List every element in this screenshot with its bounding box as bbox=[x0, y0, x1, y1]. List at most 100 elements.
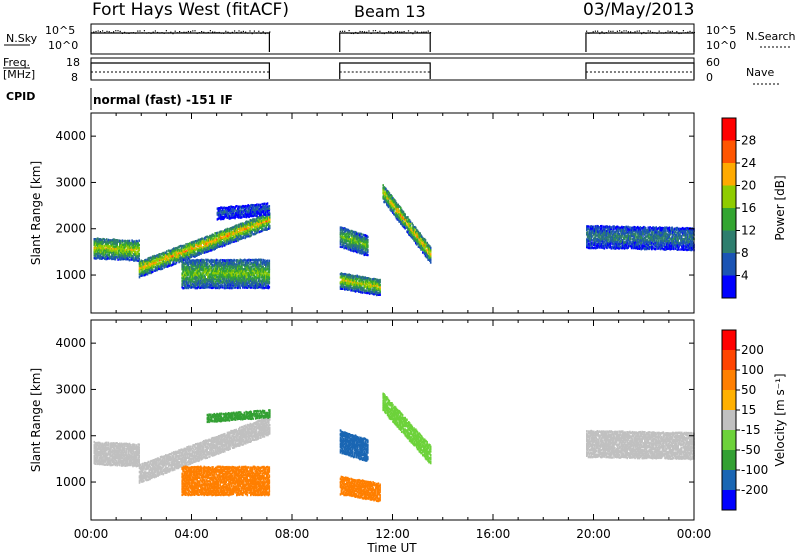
range-gate-cell bbox=[255, 210, 257, 213]
range-gate-cell bbox=[268, 217, 270, 220]
range-gate-cell bbox=[366, 291, 368, 295]
range-gate-cell bbox=[621, 235, 623, 239]
range-gate-cell bbox=[187, 280, 190, 284]
range-gate-cell bbox=[220, 273, 222, 276]
range-gate-cell bbox=[261, 227, 264, 231]
range-gate-cell bbox=[247, 209, 249, 212]
range-gate-cell bbox=[627, 233, 629, 236]
range-gate-cell bbox=[425, 250, 428, 254]
range-gate-cell bbox=[238, 232, 240, 235]
range-gate-cell bbox=[350, 276, 352, 280]
range-gate-cell bbox=[610, 226, 613, 229]
range-gate-cell bbox=[630, 226, 633, 230]
range-gate-cell bbox=[366, 282, 368, 286]
range-gate-cell bbox=[227, 258, 229, 262]
range-gate-cell bbox=[345, 246, 347, 249]
range-gate-cell bbox=[188, 257, 190, 260]
range-gate-cell bbox=[232, 239, 235, 242]
range-gate-cell bbox=[243, 277, 246, 281]
range-gate-cell bbox=[148, 268, 150, 271]
range-gate-cell bbox=[345, 240, 347, 243]
range-gate-cell bbox=[397, 203, 399, 206]
range-gate-cell bbox=[157, 258, 159, 262]
range-gate-cell bbox=[402, 210, 405, 214]
range-gate-cell bbox=[183, 278, 185, 281]
range-gate-cell bbox=[251, 282, 254, 285]
range-gate-cell bbox=[354, 290, 357, 293]
range-gate-cell bbox=[236, 269, 238, 272]
range-gate-cell bbox=[192, 245, 194, 248]
range-gate-cell bbox=[209, 240, 211, 243]
range-gate-cell bbox=[360, 233, 363, 236]
range-gate-cell bbox=[195, 277, 198, 280]
range-gate-cell bbox=[350, 287, 352, 290]
range-gate-cell bbox=[104, 240, 107, 244]
range-gate-cell bbox=[165, 263, 167, 266]
nsearch-point bbox=[165, 30, 167, 32]
range-gate-cell bbox=[98, 255, 101, 258]
range-gate-cell bbox=[415, 240, 418, 244]
range-gate-cell bbox=[600, 225, 602, 228]
range-gate-cell bbox=[187, 265, 190, 269]
range-gate-cell bbox=[616, 229, 619, 233]
range-gate-cell bbox=[230, 277, 233, 280]
range-gate-cell bbox=[134, 253, 137, 256]
range-gate-cell bbox=[152, 255, 155, 258]
range-gate-cell bbox=[363, 243, 366, 246]
range-gate-cell bbox=[218, 265, 220, 268]
range-gate-cell bbox=[192, 240, 194, 244]
range-gate-cell bbox=[97, 252, 99, 255]
range-gate-cell bbox=[422, 243, 425, 247]
range-gate-cell bbox=[632, 233, 635, 236]
range-gate-cell bbox=[234, 206, 236, 209]
range-gate-cell bbox=[138, 252, 140, 256]
range-gate-cell bbox=[191, 253, 194, 257]
range-gate-cell bbox=[267, 222, 269, 225]
range-gate-cell bbox=[363, 276, 366, 280]
range-gate-cell bbox=[602, 246, 605, 250]
range-gate-cell bbox=[224, 261, 227, 264]
range-gate-cell bbox=[207, 269, 210, 273]
range-gate-cell bbox=[206, 278, 208, 281]
range-gate-cell bbox=[195, 248, 197, 251]
range-gate-cell bbox=[220, 213, 222, 217]
range-gate-cell bbox=[361, 246, 364, 249]
range-gate-cell bbox=[225, 286, 227, 290]
range-gate-cell bbox=[405, 218, 407, 221]
range-gate-cell bbox=[617, 236, 620, 240]
freq-tick-top: 18 bbox=[66, 56, 80, 69]
range-gate-cell bbox=[593, 239, 595, 242]
range-gate-cell bbox=[195, 241, 198, 245]
range-gate-cell bbox=[97, 247, 99, 251]
range-gate-cell bbox=[349, 278, 351, 281]
range-gate-cell bbox=[595, 231, 598, 234]
range-gate-cell bbox=[243, 279, 245, 283]
range-gate-cell bbox=[258, 216, 260, 219]
range-gate-cell bbox=[145, 271, 148, 274]
range-gate-cell bbox=[235, 224, 238, 227]
range-gate-cell bbox=[233, 265, 235, 268]
range-gate-cell bbox=[367, 235, 369, 239]
range-gate-cell bbox=[374, 278, 376, 281]
range-gate-cell bbox=[210, 239, 213, 243]
range-gate-cell bbox=[592, 227, 594, 230]
range-gate-cell bbox=[145, 266, 148, 269]
range-gate-cell bbox=[155, 268, 157, 272]
range-gate-cell bbox=[356, 244, 358, 247]
range-gate-cell bbox=[267, 277, 270, 280]
range-gate-cell bbox=[216, 263, 219, 266]
range-gate-cell bbox=[258, 268, 261, 271]
range-gate-cell bbox=[165, 257, 167, 261]
range-gate-cell bbox=[217, 235, 220, 238]
range-gate-cell bbox=[228, 228, 230, 231]
range-gate-cell bbox=[345, 229, 347, 233]
range-gate-cell bbox=[229, 263, 232, 266]
range-gate-cell bbox=[367, 280, 369, 284]
range-gate-cell bbox=[212, 246, 215, 249]
range-gate-cell bbox=[259, 230, 261, 233]
nsearch-point bbox=[381, 32, 383, 34]
range-gate-cell bbox=[232, 266, 235, 270]
range-gate-cell bbox=[174, 251, 177, 254]
range-gate-cell bbox=[138, 246, 140, 250]
range-gate-cell bbox=[201, 275, 204, 279]
